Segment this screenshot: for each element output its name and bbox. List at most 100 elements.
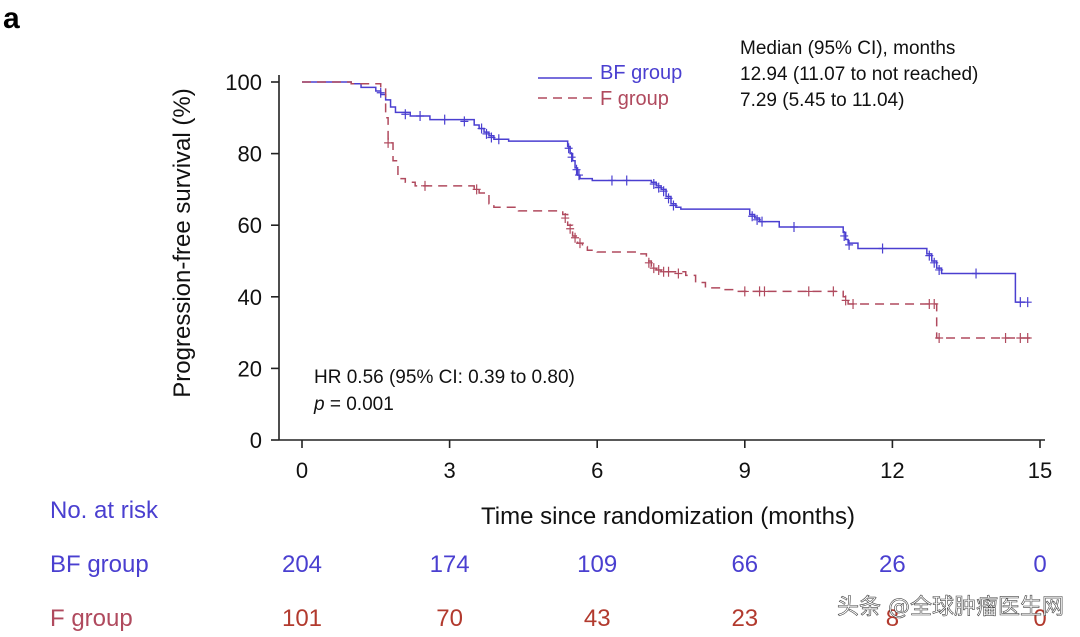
bf-censor-mark bbox=[845, 239, 854, 250]
risk-value: 109 bbox=[577, 551, 617, 578]
bf-censor-mark bbox=[482, 128, 491, 139]
y-tick-label: 60 bbox=[238, 213, 262, 238]
bf-censor-mark bbox=[376, 87, 385, 98]
f-median-text: 7.29 (5.45 to 11.04) bbox=[740, 90, 904, 111]
risk-value: 101 bbox=[282, 605, 322, 632]
bf-median-text: 12.94 (11.07 to not reached) bbox=[740, 64, 978, 85]
y-tick-label: 40 bbox=[238, 285, 262, 310]
risk-value: 23 bbox=[731, 605, 758, 632]
f-censor-mark bbox=[674, 268, 683, 279]
bf-censor-mark bbox=[622, 175, 631, 186]
f-survival-curve bbox=[302, 81, 1031, 339]
f-censor-mark bbox=[561, 213, 570, 224]
bf-censor-mark bbox=[935, 264, 944, 275]
risk-row-bf-label: BF group bbox=[50, 551, 149, 578]
bf-censor-mark bbox=[460, 116, 469, 127]
legend-f-label: F group bbox=[600, 88, 669, 110]
bf-censor-mark bbox=[416, 111, 425, 122]
f-censor-mark bbox=[740, 286, 749, 297]
bf-censor-mark bbox=[878, 243, 887, 254]
risk-value: 174 bbox=[430, 551, 470, 578]
f-censor-mark bbox=[644, 257, 653, 268]
bf-censor-mark bbox=[840, 230, 849, 241]
watermark: 头条 @全球肿瘤医生网 bbox=[837, 595, 1064, 620]
bf-censor-mark bbox=[930, 257, 939, 268]
y-tick-label: 100 bbox=[225, 70, 262, 95]
f-censor-mark bbox=[654, 264, 663, 275]
bf-censor-mark bbox=[1023, 297, 1032, 308]
legend: BF group F group bbox=[538, 62, 682, 110]
risk-value: 66 bbox=[731, 551, 758, 578]
f-censor-mark bbox=[472, 184, 481, 195]
bf-censor-mark bbox=[659, 186, 668, 197]
f-censor-mark bbox=[760, 286, 769, 297]
x-ticks: 0 3 6 9 12 15 bbox=[296, 440, 1052, 483]
panel-label: a bbox=[3, 2, 20, 35]
f-censor-mark bbox=[649, 263, 658, 274]
x-tick-label: 15 bbox=[1028, 458, 1052, 483]
f-censor-mark bbox=[1016, 332, 1025, 343]
x-axis-title: Time since randomization (months) bbox=[481, 503, 855, 530]
y-tick-label: 80 bbox=[238, 142, 262, 167]
bf-censor-mark bbox=[925, 250, 934, 261]
risk-value: 204 bbox=[282, 551, 322, 578]
x-tick-label: 6 bbox=[591, 458, 603, 483]
x-tick-label: 12 bbox=[880, 458, 904, 483]
risk-value: 0 bbox=[1033, 605, 1046, 632]
bf-censor-mark bbox=[477, 123, 486, 134]
legend-bf-label: BF group bbox=[600, 62, 682, 84]
survival-curves bbox=[302, 81, 1032, 343]
p-value: = 0.001 bbox=[325, 394, 394, 415]
f-censor-mark bbox=[1001, 332, 1010, 343]
f-censor-mark bbox=[829, 286, 838, 297]
bf-censor-mark bbox=[440, 114, 449, 125]
bf-censor-mark bbox=[572, 164, 581, 175]
f-censor-mark bbox=[935, 332, 944, 343]
f-censor-mark bbox=[384, 137, 393, 148]
x-tick-label: 3 bbox=[443, 458, 455, 483]
risk-table-title: No. at risk bbox=[50, 497, 159, 524]
f-censor-mark bbox=[664, 266, 673, 277]
y-ticks: 0 20 40 60 80 100 bbox=[225, 70, 279, 453]
bf-censor-mark bbox=[607, 175, 616, 186]
f-censor-mark bbox=[421, 180, 429, 191]
bf-censor-mark bbox=[748, 211, 757, 222]
bf-survival-curve bbox=[302, 81, 1026, 303]
y-tick-label: 0 bbox=[250, 428, 262, 453]
bf-censor-mark bbox=[753, 214, 762, 225]
y-axis-title: Progression-free survival (%) bbox=[169, 88, 196, 397]
x-tick-label: 9 bbox=[739, 458, 751, 483]
f-censor-mark bbox=[566, 223, 575, 234]
bf-censor-mark bbox=[567, 152, 576, 163]
hr-text: HR 0.56 (95% CI: 0.39 to 0.80) bbox=[314, 367, 575, 388]
bf-censor-mark bbox=[654, 182, 663, 193]
p-symbol: p bbox=[313, 394, 325, 415]
median-header: Median (95% CI), months bbox=[740, 38, 955, 59]
f-censor-mark bbox=[575, 238, 584, 249]
bf-censor-mark bbox=[664, 193, 673, 204]
plot-axes bbox=[278, 75, 1045, 441]
bf-censor-mark bbox=[758, 216, 767, 227]
bf-censor-mark bbox=[790, 221, 798, 232]
f-censor-mark bbox=[1023, 332, 1032, 343]
bf-censor-mark bbox=[494, 134, 503, 145]
bf-censor-mark bbox=[972, 268, 981, 279]
p-value-text: p = 0.001 bbox=[313, 394, 394, 415]
bf-censor-mark bbox=[1016, 297, 1025, 308]
f-censor-mark bbox=[930, 298, 939, 309]
bf-censor-mark bbox=[649, 179, 658, 190]
x-tick-label: 0 bbox=[296, 458, 308, 483]
risk-table-values: 204 174 109 66 26 0 101 70 43 23 8 0 bbox=[282, 551, 1047, 632]
bf-censor-mark bbox=[487, 132, 496, 143]
risk-value: 26 bbox=[879, 551, 906, 578]
f-censor-mark bbox=[804, 286, 813, 297]
f-censor-mark bbox=[849, 298, 858, 309]
bf-censor-mark bbox=[669, 200, 678, 211]
bf-censor-mark bbox=[564, 143, 573, 154]
bf-censor-mark bbox=[401, 109, 410, 120]
risk-value: 43 bbox=[584, 605, 611, 632]
risk-value: 0 bbox=[1033, 551, 1046, 578]
risk-row-f-label: F group bbox=[50, 605, 133, 632]
risk-value: 70 bbox=[436, 605, 463, 632]
